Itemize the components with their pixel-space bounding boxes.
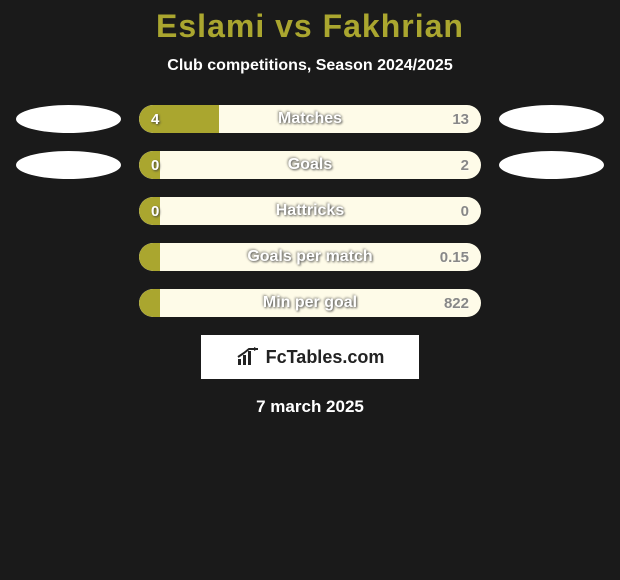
stat-bar-fill: [139, 289, 160, 317]
stat-bar: 4Matches13: [139, 105, 481, 133]
chart-icon: [236, 347, 260, 367]
spacer: [16, 197, 121, 225]
spacer: [499, 289, 604, 317]
spacer: [16, 289, 121, 317]
comparison-card: Eslami vs Fakhrian Club competitions, Se…: [0, 0, 620, 417]
stat-bar-fill: [139, 197, 160, 225]
page-title: Eslami vs Fakhrian: [0, 8, 620, 45]
stat-label: Goals: [139, 151, 481, 179]
stat-value-right: 13: [452, 105, 469, 133]
stat-row: Goals per match0.15: [0, 243, 620, 271]
player-left-marker: [16, 105, 121, 133]
player-right-marker: [499, 105, 604, 133]
stats-list: 4Matches130Goals20Hattricks0Goals per ma…: [0, 105, 620, 317]
stat-row: Min per goal822: [0, 289, 620, 317]
stat-bar: Goals per match0.15: [139, 243, 481, 271]
site-logo: FcTables.com: [201, 335, 419, 379]
stat-bar: 0Goals2: [139, 151, 481, 179]
site-logo-text: FcTables.com: [266, 347, 385, 368]
player-left-marker: [16, 151, 121, 179]
stat-value-right: 0: [461, 197, 469, 225]
stat-value-right: 822: [444, 289, 469, 317]
stat-label: Min per goal: [139, 289, 481, 317]
stat-label: Hattricks: [139, 197, 481, 225]
stat-value-right: 2: [461, 151, 469, 179]
page-subtitle: Club competitions, Season 2024/2025: [0, 57, 620, 75]
player-right-marker: [499, 151, 604, 179]
stat-value-right: 0.15: [440, 243, 469, 271]
date-label: 7 march 2025: [0, 397, 620, 417]
stat-bar-fill: [139, 243, 160, 271]
spacer: [499, 197, 604, 225]
stat-row: 0Hattricks0: [0, 197, 620, 225]
stat-bar: Min per goal822: [139, 289, 481, 317]
stat-row: 4Matches13: [0, 105, 620, 133]
stat-bar-fill: [139, 105, 219, 133]
stat-bar-fill: [139, 151, 160, 179]
spacer: [499, 243, 604, 271]
stat-label: Goals per match: [139, 243, 481, 271]
spacer: [16, 243, 121, 271]
stat-row: 0Goals2: [0, 151, 620, 179]
stat-bar: 0Hattricks0: [139, 197, 481, 225]
